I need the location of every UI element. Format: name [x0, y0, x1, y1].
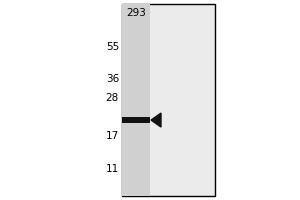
Bar: [122, 117, 150, 123]
Bar: [122, 4, 150, 196]
Text: 17: 17: [106, 131, 119, 141]
Text: 293: 293: [126, 8, 146, 18]
Text: 36: 36: [106, 74, 119, 84]
Text: 11: 11: [106, 164, 119, 174]
Text: 28: 28: [106, 93, 119, 103]
Bar: [122, 4, 215, 196]
Polygon shape: [151, 113, 161, 127]
Text: 55: 55: [106, 42, 119, 52]
